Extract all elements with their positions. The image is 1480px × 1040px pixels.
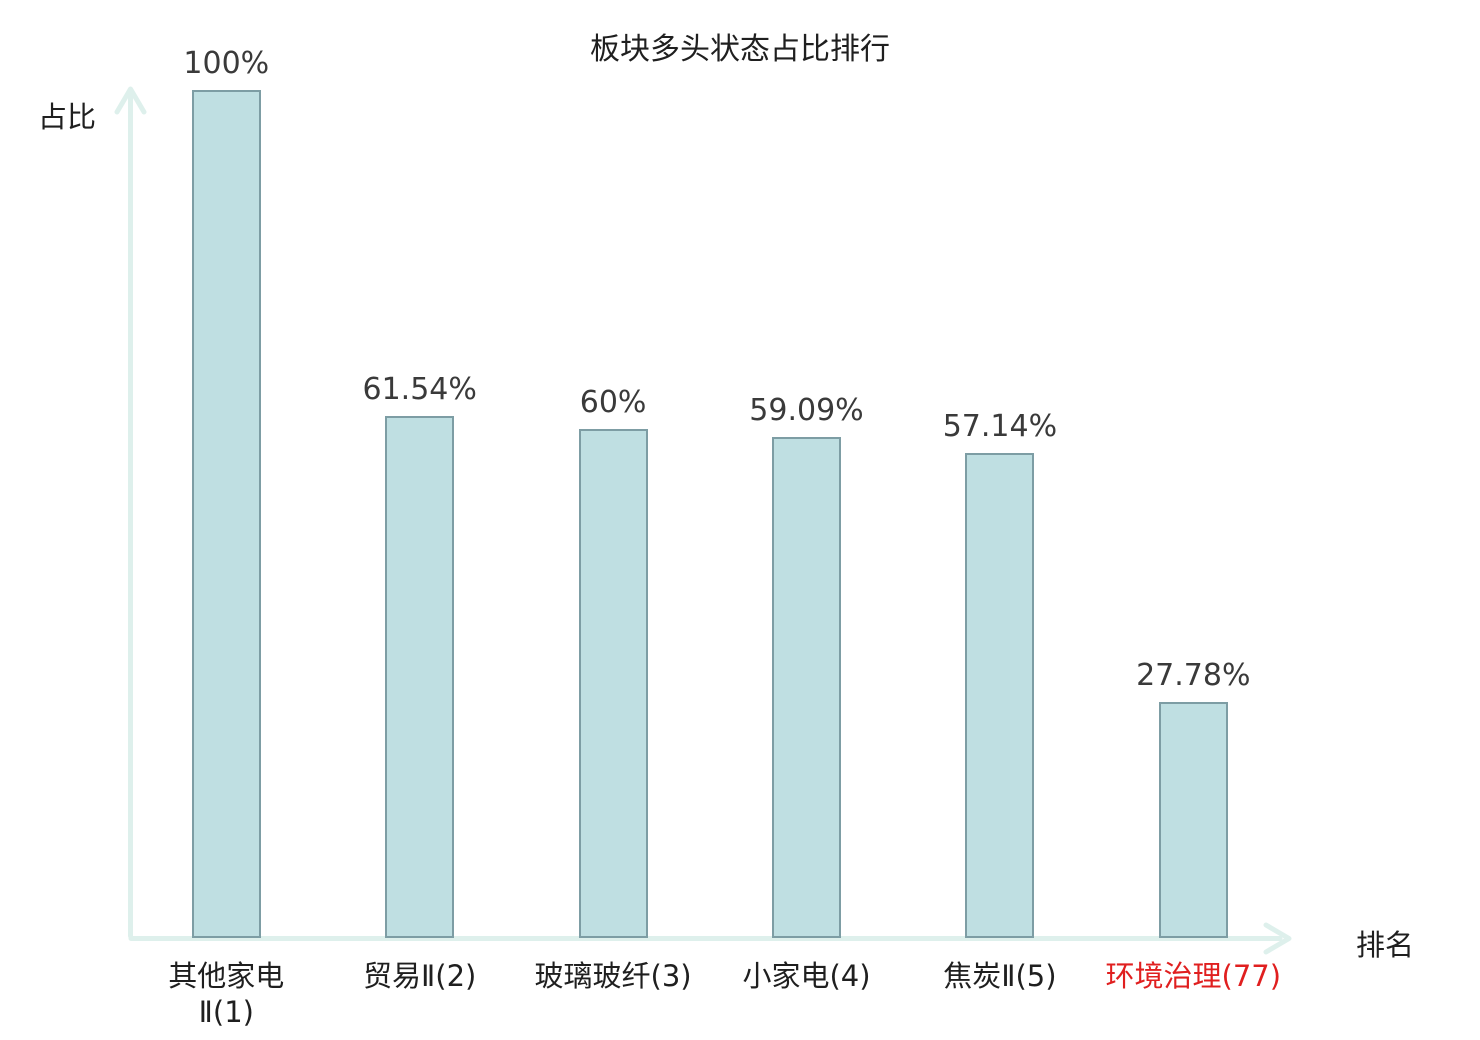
y-axis-arrow-icon (114, 86, 147, 115)
x-tick-label: 玻璃玻纤(3) (534, 959, 692, 993)
x-axis-arrow-icon (1263, 922, 1292, 955)
x-axis-label: 排名 (1356, 928, 1415, 962)
x-tick-label: 贸易Ⅱ(2) (363, 959, 477, 993)
x-tick-label: 小家电(4) (742, 959, 871, 993)
bar-value-label: 59.09% (749, 393, 864, 428)
x-tick-label: 其他家电 Ⅱ(1) (168, 959, 285, 1030)
x-tick-label: 焦炭Ⅱ(5) (943, 959, 1057, 993)
bar-value-label: 61.54% (362, 372, 477, 407)
bar (578, 429, 648, 938)
bar-value-label: 60% (579, 385, 647, 420)
bar (1158, 702, 1228, 938)
bar (385, 416, 455, 938)
bar-value-label: 27.78% (1136, 658, 1251, 693)
bar (772, 437, 841, 938)
bar-value-label: 57.14% (942, 409, 1058, 444)
bar (965, 453, 1035, 938)
chart-title: 板块多头状态占比排行 (590, 32, 890, 67)
y-axis-label: 占比 (38, 100, 97, 134)
x-tick-label: 环境治理(77) (1105, 959, 1282, 993)
bar (191, 90, 261, 938)
bar-value-label: 100% (183, 46, 270, 81)
